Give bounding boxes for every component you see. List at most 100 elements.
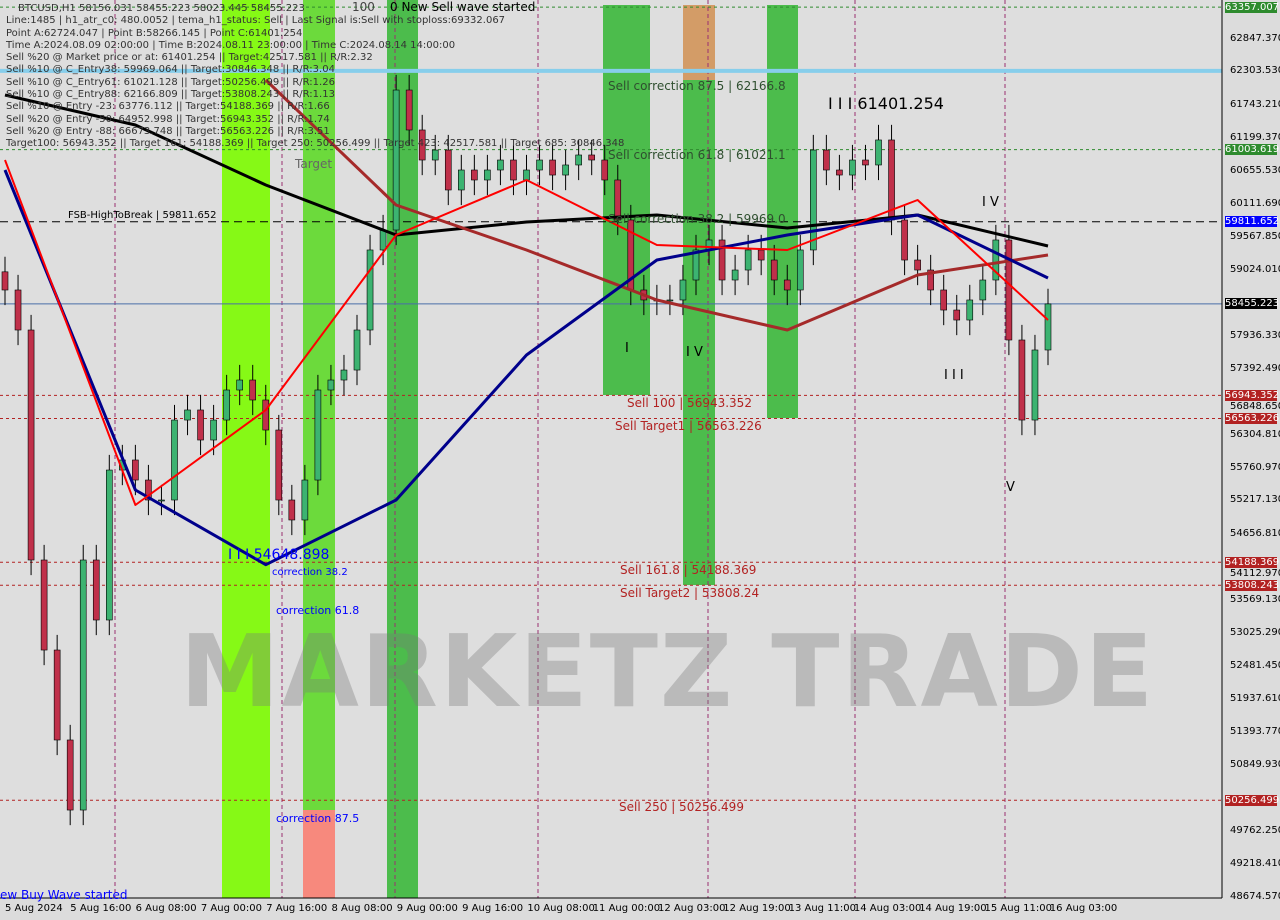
sell-target2-label: Sell Target2 | 53808.24	[620, 586, 760, 600]
y-tick-label: 61743.210	[1230, 99, 1280, 111]
candle-body	[431, 149, 439, 161]
info-line: Sell %10 @ C_Entry61: 61021.128 || Targe…	[6, 76, 335, 88]
y-tick-label: 56304.810	[1230, 428, 1280, 440]
moving-average-line	[4, 159, 1049, 506]
wave-iv-label: I V	[982, 195, 999, 210]
candle-body	[966, 299, 974, 321]
candle-body	[40, 559, 48, 651]
candle-body	[184, 409, 191, 421]
candle-body	[392, 89, 400, 231]
y-tick-label: 62847.370	[1230, 32, 1280, 44]
candle-body	[66, 739, 74, 811]
candle-body	[79, 559, 87, 811]
candle-body	[849, 159, 856, 176]
y-tick-label: 52481.450	[1230, 660, 1280, 672]
signal-zone	[683, 5, 715, 80]
candle-body	[497, 159, 504, 171]
price-level-badge: 58455.223	[1225, 298, 1280, 310]
x-tick-label: 14 Aug 19:00	[919, 903, 987, 914]
candle-body	[614, 179, 622, 221]
y-tick-label: 61199.370	[1230, 132, 1280, 144]
x-tick-label: 8 Aug 08:00	[331, 903, 393, 914]
x-tick-label: 7 Aug 00:00	[200, 903, 262, 914]
y-tick-label: 62303.530	[1230, 65, 1280, 77]
sell-target1-label: Sell Target1 | 56563.226	[615, 419, 762, 433]
y-tick-label: 50849.930	[1230, 758, 1280, 770]
candle-body	[666, 299, 674, 302]
candle-body	[366, 249, 374, 331]
info-panel: BTCUSD,H1 58156.031 58455.223 58023.445 …	[6, 3, 624, 151]
candle-body	[340, 369, 348, 381]
x-tick-label: 9 Aug 16:00	[462, 903, 524, 914]
correction-875-label: correction 87.5	[276, 812, 360, 825]
wave-100-label: 100	[352, 0, 375, 14]
candle-body	[236, 379, 243, 391]
x-tick-label: 9 Aug 00:00	[396, 903, 458, 914]
candle-body	[471, 169, 478, 181]
candle-body	[523, 169, 530, 181]
candle-body	[744, 249, 752, 271]
info-line: Target100: 56943.352 || Target 161: 5418…	[6, 138, 625, 150]
wave-v-label: V	[1006, 480, 1015, 495]
signal-zone	[767, 5, 798, 418]
candle-body	[692, 249, 700, 281]
signal-zone	[303, 810, 335, 898]
candle-body	[145, 479, 152, 501]
candle-body	[536, 159, 543, 171]
candle-body	[862, 159, 869, 166]
candle-body	[796, 249, 804, 291]
info-line: Sell %20 @ Market price or at: 61401.254…	[6, 52, 373, 64]
candle-body	[418, 129, 426, 161]
info-line: Sell %10 @ C_Entry38: 59969.064 || Targe…	[6, 64, 335, 76]
correction-382-label: correction 38.2	[272, 567, 348, 578]
target-label: Target	[295, 157, 333, 171]
y-tick-label: 59024.010	[1230, 263, 1280, 275]
price-level-badge: 63357.007	[1225, 1, 1280, 13]
candle-body	[783, 279, 791, 291]
wave-iv2-label: I V	[686, 345, 703, 360]
x-tick-label: 15 Aug 11:00	[984, 903, 1052, 914]
candle-body	[223, 389, 230, 421]
sell-100-label: Sell 100 | 56943.352	[627, 396, 752, 410]
candle-body	[132, 459, 139, 481]
x-tick-label: 11 Aug 00:00	[592, 903, 661, 914]
fsb-label: FSB-HighToBreak | 59811.652	[68, 210, 217, 221]
moving-average-line	[4, 93, 1049, 248]
candle-body	[901, 219, 908, 261]
candle-body	[288, 499, 296, 521]
price-level-badge: 61003.619	[1225, 144, 1280, 156]
y-tick-label: 51937.610	[1230, 692, 1280, 704]
y-tick-label: 59567.850	[1230, 231, 1280, 243]
price-level-badge: 56563.226	[1225, 412, 1280, 424]
price-level-badge: 56943.352	[1225, 389, 1280, 401]
info-line: Point A:62724.047 | Point B:58266.145 | …	[6, 27, 303, 39]
info-line: Sell %20 @ Entry -88: 66673.748 || Targe…	[6, 125, 330, 137]
price-level-badge: 59811.652	[1225, 216, 1280, 228]
y-tick-label: 54112.970	[1230, 568, 1280, 580]
y-tick-label: 57392.490	[1230, 362, 1280, 374]
price-level-badge: 53808.243	[1225, 579, 1280, 591]
candle-body	[106, 469, 113, 621]
candle-body	[940, 289, 948, 311]
candle-body	[888, 139, 895, 221]
candle-body	[810, 149, 817, 251]
candle-body	[327, 379, 335, 391]
candle-body	[53, 649, 61, 741]
candle-body	[262, 399, 270, 431]
y-tick-label: 48674.570	[1230, 890, 1280, 902]
sell-1618-label: Sell 161.8 | 54188.369	[620, 563, 757, 577]
x-tick-label: 16 Aug 03:00	[1049, 903, 1118, 914]
candle-body	[92, 559, 100, 621]
candle-body	[718, 239, 726, 281]
y-tick-label: 60655.530	[1230, 165, 1280, 177]
price-level-badge: 50256.499	[1225, 794, 1280, 806]
x-tick-label: 10 Aug 08:00	[527, 903, 595, 914]
sell-correction-875: Sell correction 87.5 | 62166.8	[608, 79, 786, 93]
candle-body	[588, 154, 595, 161]
sell-correction-382: Sell correction 38.2 | 59969.0	[608, 212, 786, 226]
candle-body	[549, 159, 556, 176]
candle-body	[171, 419, 178, 501]
info-line: Sell %10 @ Entry -23: 63776.112 || Targe…	[6, 101, 330, 113]
candle-body	[953, 309, 961, 321]
